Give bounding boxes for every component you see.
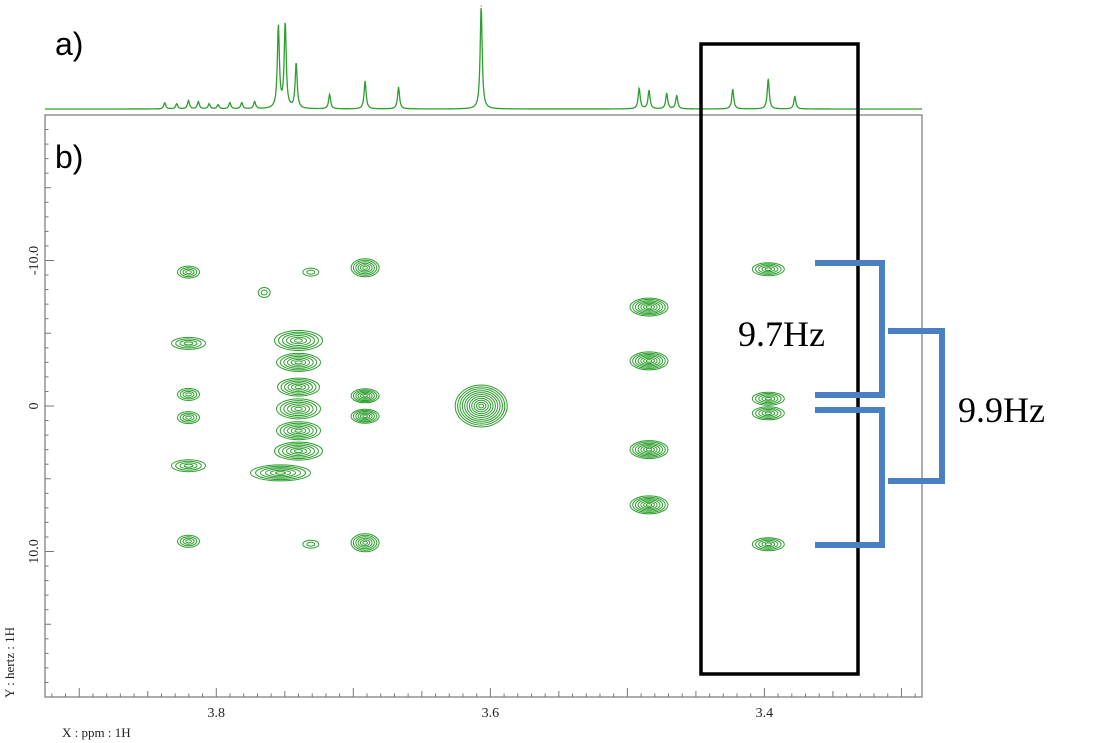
contour-peak-6 bbox=[350, 258, 380, 278]
spectrum-peak-19 bbox=[676, 95, 678, 97]
coupling-label-9-7hz: 9.7Hz bbox=[738, 314, 825, 354]
highlight-box bbox=[699, 42, 860, 676]
contour-peak-13 bbox=[454, 384, 508, 428]
spectrum-peak-11 bbox=[295, 63, 297, 65]
contour-peak-4 bbox=[171, 459, 206, 473]
spectrum-peak-18 bbox=[666, 92, 668, 95]
panel-a-label: a) bbox=[55, 26, 83, 62]
bracket-9-7hz bbox=[815, 260, 885, 398]
contour-peak-8 bbox=[350, 408, 380, 424]
bracket-9-9hz-lower bbox=[815, 407, 885, 548]
contour-peak-3 bbox=[177, 411, 200, 425]
spectrum-peak-4 bbox=[208, 103, 210, 105]
spectrum-peak-5 bbox=[217, 104, 219, 106]
spectrum-peak-16 bbox=[638, 87, 640, 89]
spectrum-peak-12 bbox=[329, 94, 331, 96]
spectrum-peak-9 bbox=[277, 26, 279, 28]
contour-peak-2 bbox=[177, 387, 200, 401]
panel-b-2d-plot: b) -10.0 0 10.0 3.8 3.6 3.4 Y : hertz : 1H X… bbox=[2, 114, 923, 740]
x-axis-ticks: 3.8 3.6 3.4 bbox=[51, 688, 916, 721]
panel-a-1d-spectrum: a) bbox=[45, 5, 922, 110]
multiplet-contours bbox=[250, 330, 323, 482]
x-axis-label: X : ppm : 1H bbox=[62, 725, 131, 740]
contour-peak-5 bbox=[177, 534, 200, 548]
x-tick-label: 3.6 bbox=[482, 706, 500, 721]
panel-b-label: b) bbox=[55, 139, 83, 175]
spectrum-trace bbox=[45, 7, 922, 110]
contour-peak-17 bbox=[629, 495, 669, 515]
contour-peak-19 bbox=[751, 391, 785, 406]
spectrum-peak-17 bbox=[648, 89, 650, 92]
spectrum-peak-1 bbox=[176, 103, 178, 105]
contour-peak-11 bbox=[302, 539, 320, 549]
contour-peak-1 bbox=[171, 336, 206, 350]
contour-peak-9 bbox=[350, 533, 380, 553]
contour-peak-10 bbox=[302, 267, 320, 277]
contour-peak-7 bbox=[350, 388, 380, 404]
contour-peak-14 bbox=[629, 297, 669, 317]
y-axis-ticks: -10.0 0 10.0 bbox=[27, 114, 54, 698]
spectrum-peak-22 bbox=[794, 96, 796, 98]
y-tick-label: -10.0 bbox=[27, 246, 42, 275]
spectrum-peak-8 bbox=[254, 101, 256, 103]
bracket-9-9hz bbox=[888, 328, 945, 484]
contour-peak-15 bbox=[629, 351, 669, 371]
spectrum-peak-markers bbox=[164, 5, 796, 106]
spectrum-peak-20 bbox=[732, 88, 734, 90]
y-tick-label: 10.0 bbox=[27, 539, 42, 564]
y-axis-label: Y : hertz : 1H bbox=[2, 627, 17, 698]
spectrum-peak-2 bbox=[187, 100, 190, 102]
coupling-label-9-9hz: 9.9Hz bbox=[958, 390, 1045, 430]
spectrum-peak-13 bbox=[364, 80, 366, 82]
y-tick-label: 0 bbox=[27, 403, 42, 410]
contour-peak-12 bbox=[257, 287, 271, 298]
contour-peaks bbox=[171, 258, 785, 553]
spectrum-peak-15 bbox=[480, 5, 482, 7]
spectrum-peak-3 bbox=[197, 101, 199, 103]
spectrum-peak-10 bbox=[284, 22, 286, 25]
spectrum-peak-21 bbox=[767, 78, 769, 80]
contour-peak-16 bbox=[629, 440, 669, 460]
x-tick-label: 3.4 bbox=[756, 706, 774, 721]
spectrum-peak-6 bbox=[229, 102, 231, 104]
contour-peak-20 bbox=[751, 406, 785, 421]
contour-peak-0 bbox=[177, 265, 200, 279]
spectrum-peak-0 bbox=[164, 102, 166, 104]
contour-peak-21 bbox=[751, 537, 785, 552]
contour-peak-18 bbox=[751, 262, 785, 277]
x-tick-label: 3.8 bbox=[208, 706, 226, 721]
spectrum-peak-14 bbox=[397, 86, 400, 88]
spectrum-peak-7 bbox=[241, 102, 243, 104]
coupling-annotations: 9.7Hz 9.9Hz bbox=[699, 42, 1045, 676]
